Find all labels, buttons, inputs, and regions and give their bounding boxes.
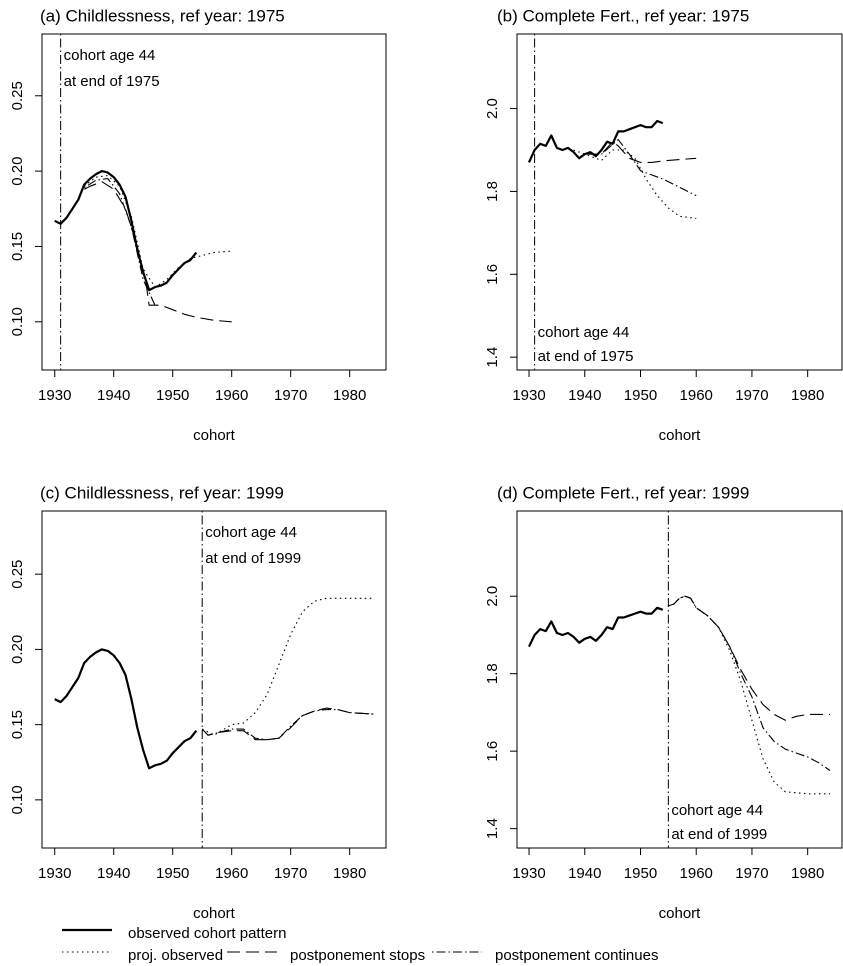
y-tick-label: 1.4 — [484, 818, 501, 839]
annotation: cohort age 44 — [205, 524, 297, 541]
x-tick-label: 1950 — [624, 865, 657, 882]
series-line — [54, 648, 198, 770]
legend-label: proj. observed — [128, 947, 223, 964]
x-tick-label: 1930 — [512, 387, 545, 404]
x-tick-label: 1960 — [215, 865, 248, 882]
x-tick-label: 1970 — [274, 865, 307, 882]
plot-box — [516, 33, 843, 371]
x-tick-label: 1980 — [791, 387, 824, 404]
series-line — [668, 595, 830, 721]
x-tick-label: 1930 — [512, 865, 545, 882]
x-axis-label: cohort — [193, 905, 236, 922]
y-tick-label: 1.8 — [484, 663, 501, 684]
chart-title: (b) Complete Fert., ref year: 1975 — [497, 6, 749, 25]
chart-title: (c) Childlessness, ref year: 1999 — [40, 483, 284, 502]
x-tick-label: 1940 — [97, 387, 130, 404]
series-line — [668, 595, 830, 795]
x-tick-label: 1970 — [735, 387, 768, 404]
x-tick-label: 1940 — [568, 387, 601, 404]
x-axis-label: cohort — [193, 427, 236, 444]
y-tick-label: 1.6 — [484, 264, 501, 285]
annotation: cohort age 44 — [671, 802, 763, 819]
annotation: at end of 1999 — [671, 826, 767, 843]
annotation: at end of 1975 — [64, 73, 160, 90]
annotation: cohort age 44 — [64, 47, 156, 64]
y-tick-label: 1.6 — [484, 741, 501, 762]
y-tick-label: 0.15 — [9, 232, 26, 261]
x-axis-label: cohort — [659, 427, 702, 444]
x-tick-label: 1980 — [333, 865, 366, 882]
y-tick-label: 1.8 — [484, 181, 501, 202]
series-line — [584, 141, 697, 163]
y-tick-label: 2.0 — [484, 98, 501, 119]
y-tick-label: 2.0 — [484, 586, 501, 607]
y-tick-label: 0.25 — [9, 81, 26, 110]
plot-box — [516, 510, 843, 849]
y-tick-label: 0.10 — [9, 307, 26, 336]
x-tick-label: 1930 — [38, 865, 71, 882]
series-line — [83, 178, 156, 306]
annotation: at end of 1999 — [205, 550, 301, 567]
series-line — [584, 139, 697, 197]
y-tick-label: 1.4 — [484, 347, 501, 368]
x-tick-label: 1930 — [38, 387, 71, 404]
legend-label: postponement stops — [290, 947, 425, 964]
series-line — [201, 709, 374, 741]
chart-title: (a) Childlessness, ref year: 1975 — [40, 6, 285, 25]
series-line — [668, 595, 831, 771]
x-tick-label: 1960 — [680, 387, 713, 404]
series-line — [201, 707, 374, 741]
y-tick-label: 0.20 — [9, 635, 26, 664]
annotation: at end of 1975 — [538, 348, 634, 365]
x-tick-label: 1950 — [624, 387, 657, 404]
x-tick-label: 1950 — [156, 387, 189, 404]
series-line — [83, 175, 232, 288]
y-tick-label: 0.20 — [9, 157, 26, 186]
chart-title: (d) Complete Fert., ref year: 1999 — [497, 483, 749, 502]
legend-label: postponement continues — [495, 947, 658, 964]
series-line — [528, 606, 664, 648]
x-tick-label: 1980 — [791, 865, 824, 882]
series-line — [201, 597, 374, 736]
annotation: cohort age 44 — [538, 324, 630, 341]
x-tick-label: 1940 — [568, 865, 601, 882]
x-tick-label: 1970 — [274, 387, 307, 404]
plot-box — [41, 33, 387, 371]
x-axis-label: cohort — [659, 905, 702, 922]
x-tick-label: 1960 — [215, 387, 248, 404]
series-line — [54, 170, 198, 292]
series-line — [527, 119, 664, 163]
y-tick-label: 0.15 — [9, 710, 26, 739]
y-tick-label: 0.25 — [9, 560, 26, 589]
legend-label: observed cohort pattern — [128, 925, 286, 942]
x-tick-label: 1980 — [333, 387, 366, 404]
y-tick-label: 0.10 — [9, 785, 26, 814]
x-tick-label: 1940 — [97, 865, 130, 882]
plot-box — [41, 510, 387, 849]
series-line — [573, 149, 697, 219]
x-tick-label: 1960 — [680, 865, 713, 882]
x-tick-label: 1950 — [156, 865, 189, 882]
series-line — [83, 181, 232, 323]
x-tick-label: 1970 — [735, 865, 768, 882]
